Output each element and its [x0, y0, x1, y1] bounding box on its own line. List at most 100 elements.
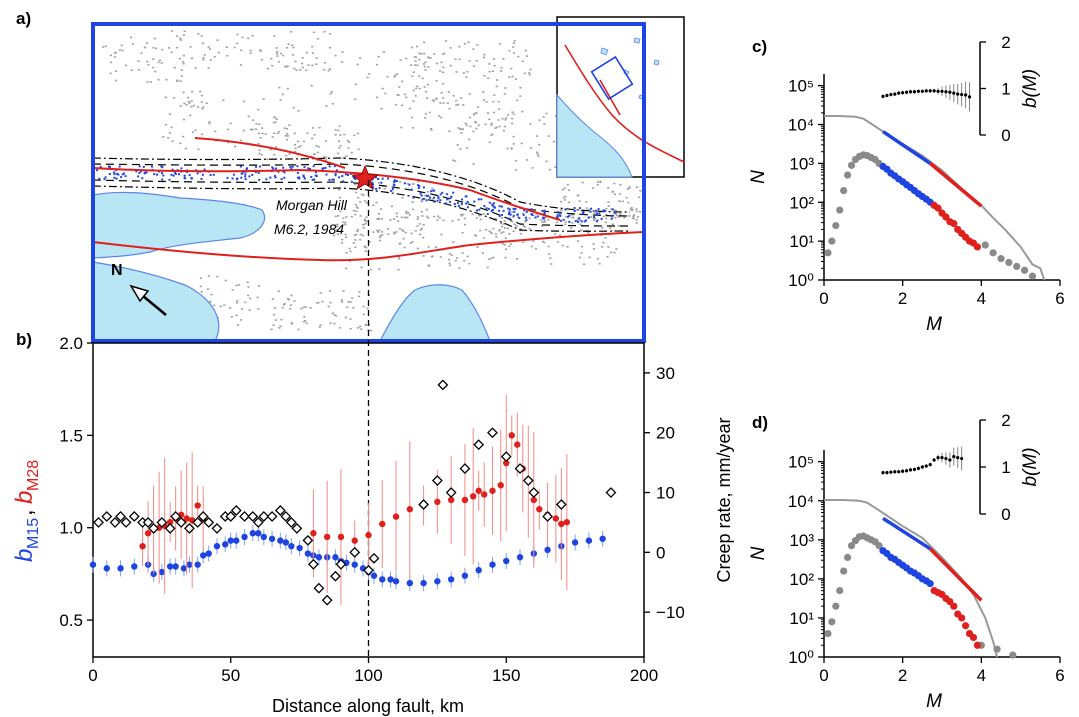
- seismicity-dot: [479, 218, 482, 221]
- seismicity-dot: [155, 47, 158, 50]
- seismicity-dot: [161, 48, 164, 51]
- seismicity-dot: [599, 180, 602, 183]
- bm-point: [908, 90, 913, 94]
- seismicity-dot: [230, 316, 233, 318]
- seismicity-dot: [439, 70, 442, 72]
- seismicity-dot: [460, 214, 463, 217]
- seismicity-dot: [466, 147, 469, 149]
- seismicity-dot: [542, 240, 545, 243]
- seismicity-dot: [185, 104, 188, 106]
- b-blue-point: [166, 563, 174, 570]
- y-tick-label: 10²: [789, 193, 814, 212]
- seismicity-dot: [494, 217, 497, 220]
- b-blue-point: [255, 530, 262, 537]
- selected-event-dot: [512, 207, 515, 210]
- selected-event-dot: [296, 165, 299, 168]
- seismicity-dot: [513, 40, 516, 42]
- seismicity-dot: [243, 100, 246, 103]
- seismicity-dot: [365, 202, 368, 204]
- b-blue-point: [282, 539, 290, 546]
- seismicity-dot: [416, 218, 419, 220]
- b-red-point: [166, 518, 174, 526]
- selected-event-dot: [596, 212, 598, 215]
- selected-event-dot: [610, 214, 613, 217]
- creep-rate-point: [197, 511, 209, 522]
- selected-event-dot: [280, 178, 283, 181]
- seismicity-dot: [414, 230, 417, 232]
- seismicity-dot: [393, 76, 396, 78]
- seismicity-dot: [239, 64, 243, 66]
- seismicity-dot: [173, 97, 176, 99]
- seismicity-dot: [270, 328, 273, 331]
- seismicity-dot: [345, 252, 348, 254]
- seismicity-dot: [610, 208, 613, 210]
- y-axis-label: N: [748, 170, 769, 184]
- seismicity-dot: [468, 262, 471, 265]
- seismicity-dot: [237, 284, 240, 286]
- seismicity-dot: [356, 229, 359, 231]
- inset-lakes: [600, 37, 660, 100]
- selected-event-dot: [118, 165, 121, 168]
- seismicity-dot: [303, 316, 306, 318]
- b-red-point: [552, 515, 560, 522]
- noncum-gray-point: [1013, 262, 1021, 270]
- seismicity-dot: [523, 226, 526, 228]
- seismicity-dot: [355, 191, 358, 194]
- seismicity-dot: [418, 223, 421, 225]
- seismicity-dot: [297, 146, 300, 148]
- selected-event-dot: [516, 213, 519, 216]
- seismicity-dot: [366, 307, 369, 310]
- selected-event-dot: [172, 174, 175, 177]
- seismicity-dot: [272, 313, 276, 316]
- seismicity-dot: [395, 231, 398, 233]
- x-tick-label: 50: [221, 666, 240, 685]
- seismicity-dot: [236, 33, 239, 36]
- seismicity-dot: [368, 195, 371, 198]
- seismicity-dot: [529, 147, 533, 149]
- selected-event-dot: [498, 215, 501, 218]
- selected-event-dot: [328, 165, 331, 168]
- selected-event-dot: [408, 183, 411, 186]
- seismicity-dot: [561, 189, 564, 191]
- selected-event-dot: [375, 176, 377, 179]
- seismicity-dot: [237, 324, 240, 326]
- selected-event-dot: [168, 178, 171, 181]
- seismicity-dot: [286, 298, 290, 300]
- seismicity-dot: [605, 208, 608, 210]
- seismicity-dot: [167, 137, 170, 139]
- seismicity-dot: [233, 46, 236, 49]
- seismicity-dot: [416, 85, 419, 88]
- b-red-point: [489, 487, 496, 494]
- seismicity-dot: [448, 107, 451, 110]
- seismicity-dot: [442, 219, 445, 222]
- bm-tick-label: 0: [1001, 505, 1010, 524]
- seismicity-dot: [420, 227, 423, 230]
- seismicity-dot: [419, 229, 422, 231]
- seismicity-dot: [472, 130, 475, 133]
- seismicity-dot: [197, 33, 200, 35]
- seismicity-dot: [165, 78, 168, 81]
- bm-point: [940, 89, 944, 93]
- seismicity-dot: [257, 132, 261, 135]
- bm-point: [948, 90, 952, 94]
- seismicity-dot: [580, 252, 583, 254]
- seismicity-dot: [398, 243, 401, 245]
- seismicity-dot: [381, 87, 384, 90]
- seismicity-dot: [512, 143, 515, 145]
- selected-event-dot: [491, 208, 494, 211]
- seismicity-dot: [512, 42, 515, 45]
- selected-event-dot: [466, 206, 469, 209]
- seismicity-dot: [592, 248, 596, 250]
- noncum-gray-point: [836, 587, 844, 595]
- seismicity-dot: [339, 327, 342, 329]
- seismicity-dot: [567, 189, 571, 191]
- seismicity-dot: [359, 57, 362, 59]
- seismicity-dot: [249, 128, 252, 131]
- selected-event-dot: [530, 208, 533, 211]
- seismicity-dot: [203, 54, 206, 56]
- selected-event-dot: [232, 173, 235, 176]
- seismicity-dot: [579, 223, 582, 226]
- seismicity-dot: [217, 51, 220, 54]
- selected-event-dot: [244, 175, 247, 178]
- seismicity-dot: [297, 328, 300, 331]
